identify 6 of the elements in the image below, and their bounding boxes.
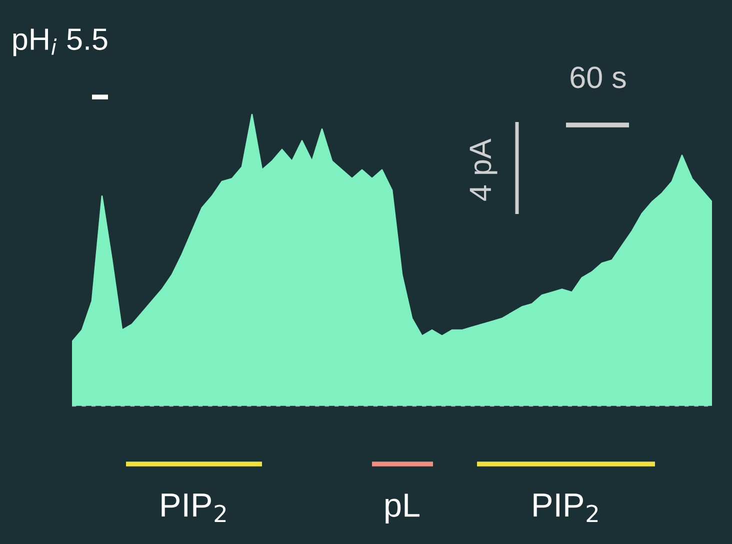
annotation: 4 pA <box>470 138 498 201</box>
text: pH$_{i}$ 5.5 <box>13 28 108 56</box>
text: PIP$_{2}$ <box>162 494 226 522</box>
text: 60 s <box>570 66 626 88</box>
text: PIP$_{2}$ <box>534 494 598 522</box>
text: pL <box>386 494 420 524</box>
